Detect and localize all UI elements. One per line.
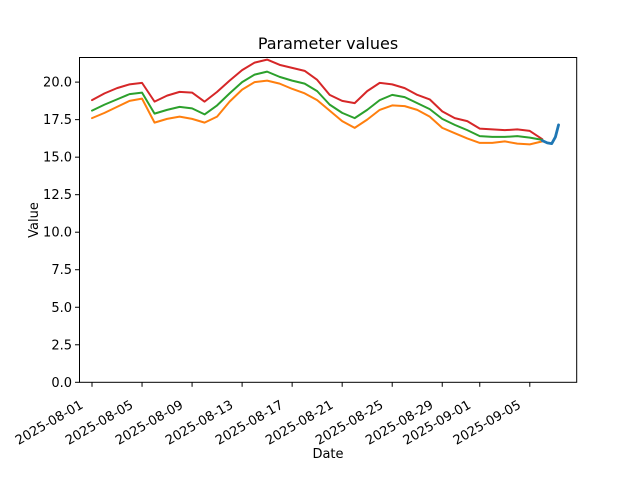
y-tick-label: 2.5 [51,338,72,353]
y-axis-label: Value [27,202,42,238]
plot-border [79,57,578,383]
y-tick-label: 10.0 [43,226,72,241]
y-tick-label: 17.5 [43,113,72,128]
blue-line [540,123,560,146]
orange-line [91,79,544,146]
green-line [91,70,544,141]
y-tick-label: 7.5 [51,263,72,278]
x-axis-ticks: 2025-08-012025-08-052025-08-092025-08-13… [13,382,531,449]
chart-series [91,58,560,146]
y-axis-ticks: 0.0 2.5 5.0 7.5 10.0 12.5 15.0 17.5 20.0 [43,76,80,391]
y-tick-label: 0.0 [51,376,72,391]
chart-title: Parameter values [258,34,398,53]
x-axis-label: Date [312,447,343,462]
y-tick-label: 15.0 [43,151,72,166]
y-tick-label: 20.0 [43,76,72,91]
y-tick-label: 12.5 [43,188,72,203]
red-line [91,58,544,141]
y-tick-label: 5.0 [51,301,72,316]
